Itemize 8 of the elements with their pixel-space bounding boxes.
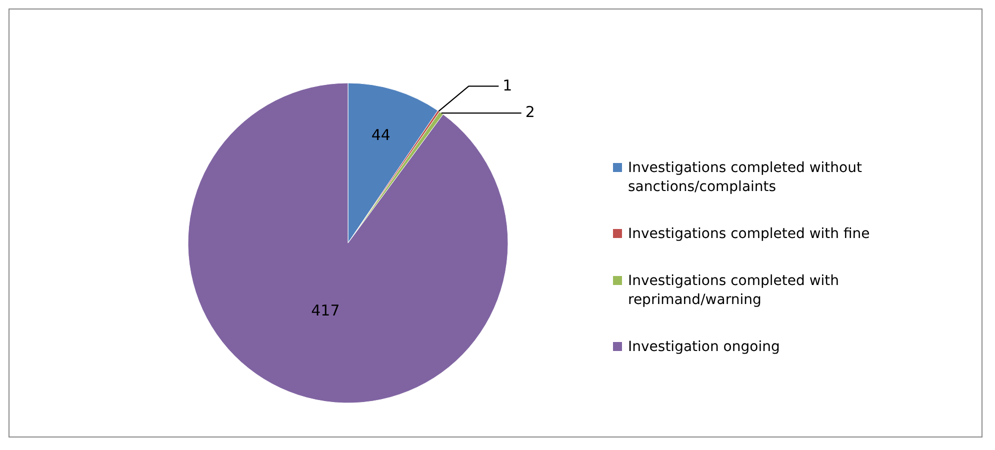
data-label: 44 <box>371 126 390 144</box>
legend-label: Investigations completed with fine <box>628 226 870 242</box>
legend-label: Investigations completed with reprimand/warning <box>628 272 840 308</box>
data-label: 417 <box>311 301 340 320</box>
legend-label: Investigation ongoing <box>628 338 780 355</box>
legend-label: Investigations completed without sanctions/complaints <box>628 160 862 195</box>
data-label: 1 <box>502 76 512 94</box>
data-label: 2 <box>525 103 535 122</box>
